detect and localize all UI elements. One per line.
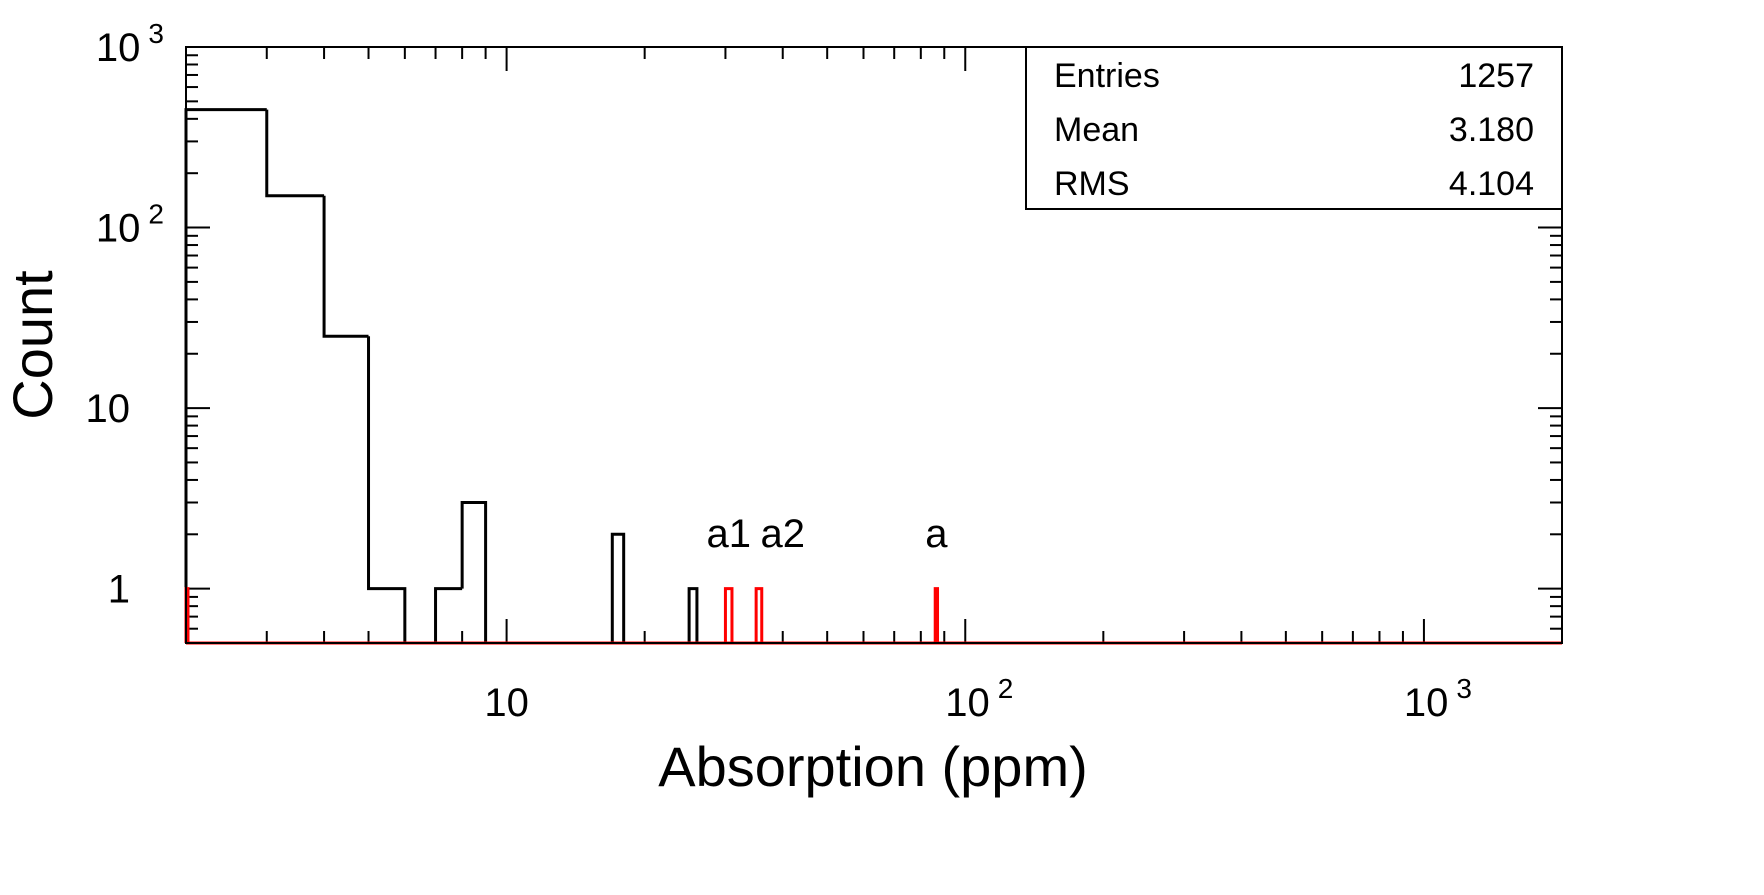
plot-frame — [185, 46, 1563, 644]
histogram-bin — [754, 587, 764, 643]
x-tick-label: 10 3 — [1404, 673, 1472, 725]
histogram-bin — [933, 587, 940, 643]
stats-box: Entries 1257 Mean 3.180 RMS 4.104 — [1025, 46, 1563, 210]
histogram-bin — [687, 587, 699, 643]
histogram-bin — [723, 587, 734, 643]
x-axis-title: Absorption (ppm) — [658, 735, 1088, 798]
histogram-bin — [367, 336, 407, 643]
histogram-bin — [265, 109, 325, 198]
x-tick-label: 10 2 — [945, 673, 1013, 725]
x-tick-label: 10 — [484, 681, 529, 725]
histogram-bin — [322, 195, 369, 338]
histogram-bin — [610, 532, 626, 643]
stats-mean-value: 3.180 — [1449, 111, 1534, 149]
stats-rms-value: 4.104 — [1449, 165, 1534, 203]
stats-entries-value: 1257 — [1458, 57, 1534, 95]
y-tick-label: 10 2 — [96, 199, 164, 251]
histogram-bin — [434, 587, 463, 643]
histogram-bin — [184, 108, 267, 643]
annotation-label: a2 — [760, 512, 805, 556]
y-tick-label: 10 3 — [96, 18, 164, 70]
annotation-label: a1 — [706, 512, 751, 556]
y-tick-label: 1 — [108, 568, 130, 612]
stats-entries-label: Entries — [1054, 57, 1160, 95]
y-tick-label: 10 — [86, 387, 131, 431]
stats-mean-label: Mean — [1054, 111, 1139, 149]
stats-box-frame — [1025, 46, 1563, 210]
histogram-bin — [460, 501, 488, 643]
annotations: a1 a2 a — [706, 512, 948, 556]
y-axis-title: Count — [1, 270, 64, 420]
annotation-label: a — [925, 512, 948, 556]
series-1 — [184, 587, 1562, 645]
stats-rms-label: RMS — [1054, 165, 1130, 203]
